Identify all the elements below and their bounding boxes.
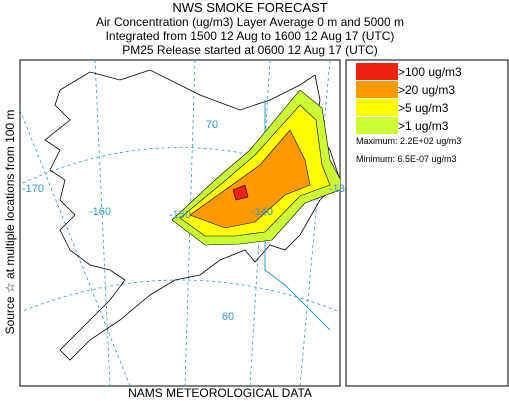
legend-swatch: [356, 117, 398, 134]
graticule: [299, 60, 331, 386]
graticule: [94, 60, 111, 386]
legend-swatch: [356, 99, 398, 116]
title: NWS SMOKE FORECAST: [172, 0, 327, 15]
legend-swatch: [356, 81, 398, 98]
map: 70 -170 -160 -150 -140 -130 60: [19, 59, 351, 387]
subtitle: PM25 Release started at 0600 12 Aug 17 (…: [122, 43, 377, 57]
legend-swatch: [356, 63, 398, 80]
map-label: -140: [251, 206, 273, 218]
plume: [189, 129, 311, 229]
legend: Maximum: 2.2E+02 ug/m3 Minimum: 6.5E-07 …: [345, 59, 509, 387]
footer: NAMS METEOROLOGICAL DATA: [128, 386, 312, 400]
plume: [232, 184, 249, 201]
legend-label: >20 ug/m3: [398, 83, 455, 97]
map-label: -170: [22, 183, 44, 195]
map-label: -160: [89, 206, 111, 218]
legend-min: Minimum: 6.5E-07 ug/m3: [356, 154, 457, 164]
legend-label: >100 ug/m3: [398, 65, 462, 79]
legend-label: >5 ug/m3: [398, 101, 449, 115]
coastline: [44, 69, 340, 361]
map-label: 70: [206, 119, 218, 131]
map-label: -150: [169, 209, 191, 221]
graticule: [20, 109, 131, 386]
legend-max: Maximum: 2.2E+02 ug/m3: [356, 136, 461, 146]
subtitle: Air Concentration (ug/m3) Layer Average …: [96, 15, 404, 29]
side-label: Source ☆ at multiple locations from 100 …: [3, 110, 17, 335]
legend-label: >1 ug/m3: [398, 119, 449, 133]
map-label: 60: [222, 311, 234, 323]
subtitle: Integrated from 1500 12 Aug to 1600 12 A…: [106, 29, 395, 43]
